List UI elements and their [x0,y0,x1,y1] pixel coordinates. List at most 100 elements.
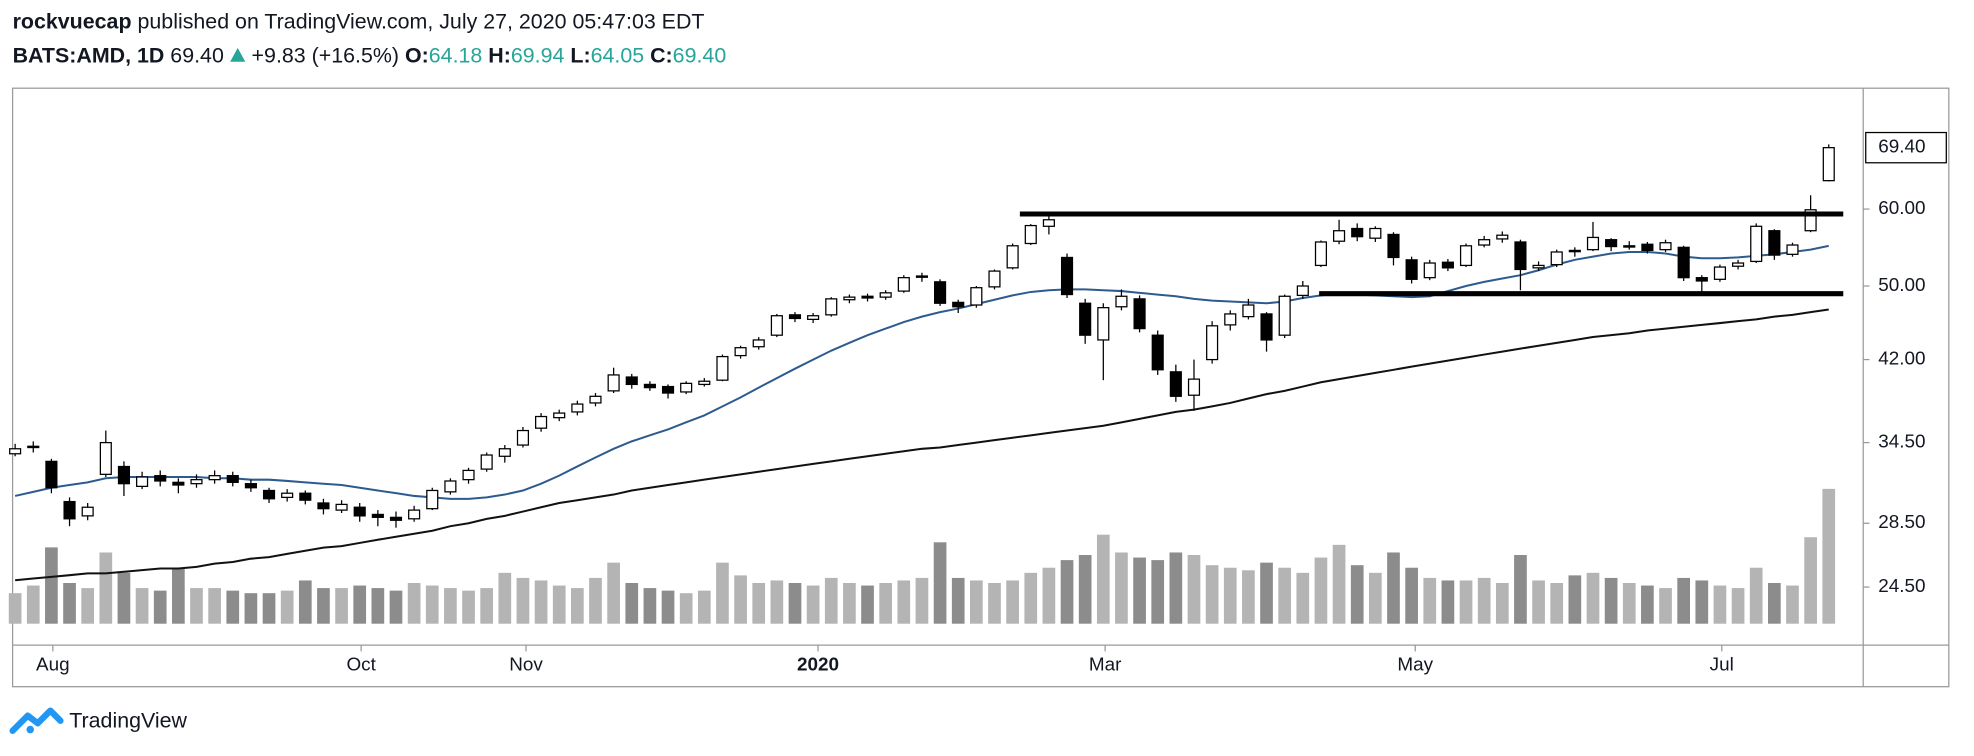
candle-body [335,503,348,511]
x-tick-label: Nov [509,654,543,675]
candle-body [589,395,602,404]
volume-bar [1096,534,1110,624]
volume-bar [897,580,911,624]
volume-bar [389,590,403,624]
candle-body [353,506,366,517]
y-tick-label: 24.50 [1878,576,1925,597]
y-tick-label: 50.00 [1878,275,1925,296]
candle-body [371,513,384,518]
candle-body [1532,264,1545,269]
volume-bar [425,585,439,624]
volume-bar [679,593,693,624]
volume-bar [1405,567,1418,624]
candle-body [770,315,783,336]
volume-bar [1296,572,1310,624]
candle-body [281,492,294,499]
volume-bar [1713,585,1727,624]
candle-body [208,475,221,481]
volume-bar [1477,577,1491,624]
candle-body [897,277,910,292]
volume-bar [1332,544,1346,624]
last-price-box [1865,131,1947,164]
volume-bar [1042,567,1056,624]
candle-body [1151,334,1164,371]
volume-bar [516,577,530,624]
candle-body [788,314,802,320]
volume-bar [317,588,330,624]
volume-bar [770,580,784,624]
candle-body [1242,304,1255,318]
candle-body [952,301,965,308]
x-tick-label: Oct [346,654,376,675]
volume-bar [63,582,76,624]
volume-bar [1731,588,1745,624]
volume-bar [1586,572,1600,624]
volume-bar [788,582,802,624]
moving-average [14,244,1829,500]
candle-body [1514,241,1527,271]
candle-body [226,475,239,483]
x-tick-label: Mar [1089,654,1122,675]
candle-body [988,270,1001,288]
volume-bar [824,577,838,624]
ohlc-key: H: [488,43,511,67]
candle-body [389,516,403,521]
candle-body [1024,224,1037,245]
volume-bar [1767,582,1781,624]
candle-body [607,374,620,392]
candle-body [1768,230,1781,256]
plot-area [8,144,1844,624]
candle-body [63,500,76,520]
volume-bar [353,585,367,624]
y-tick-label: 34.50 [1878,432,1925,453]
volume-bar [1659,588,1672,624]
volume-bar [8,593,22,624]
candle-body [680,382,693,393]
candle-body [1641,243,1654,252]
candle-body [1079,302,1092,336]
candle-body [843,296,856,301]
volume-bar [843,582,856,624]
candle-body [1224,313,1237,326]
volume-bar [280,590,294,624]
up-arrow [230,47,246,62]
candle-body [45,460,58,489]
volume-bar [1314,557,1328,624]
author: rockvuecap [13,9,132,33]
volume-bar [1169,552,1183,624]
candle-body [716,355,729,381]
candle-body [1405,259,1418,280]
candle-body [27,445,40,449]
volume-bar [1568,575,1582,624]
last-price: 69.40 [170,43,224,67]
ohlc-value: 69.94 [511,43,565,67]
last-price-label: 69.40 [1878,137,1925,158]
candle-body [698,380,711,386]
volume-bar [45,547,58,624]
logo-mark [9,707,64,734]
candle-body [1677,246,1690,279]
candle-body [1623,245,1636,248]
volume-bar [81,588,95,624]
candle-body [317,502,330,510]
volume-bar [1622,582,1636,624]
candle-body [480,454,493,470]
candle-body [172,481,185,486]
candle-body [1260,313,1273,341]
volume-bar [1060,560,1074,624]
volume-bar [607,562,620,624]
volume-bar [1695,580,1709,624]
candle-body [1695,277,1708,282]
candle-body [1187,378,1201,396]
candle-body [571,403,584,413]
ohlc-line: +9.83 (+16.5%) O:64.18 H:69.94 L:64.05 C… [252,43,727,67]
volume-bar [1115,552,1128,624]
y-tick-label: 28.50 [1878,512,1925,533]
candle-body [498,448,511,457]
volume-bar [970,580,983,624]
volume-bar [1151,560,1165,624]
candle-body [1206,325,1219,361]
candle-body [1333,230,1346,242]
